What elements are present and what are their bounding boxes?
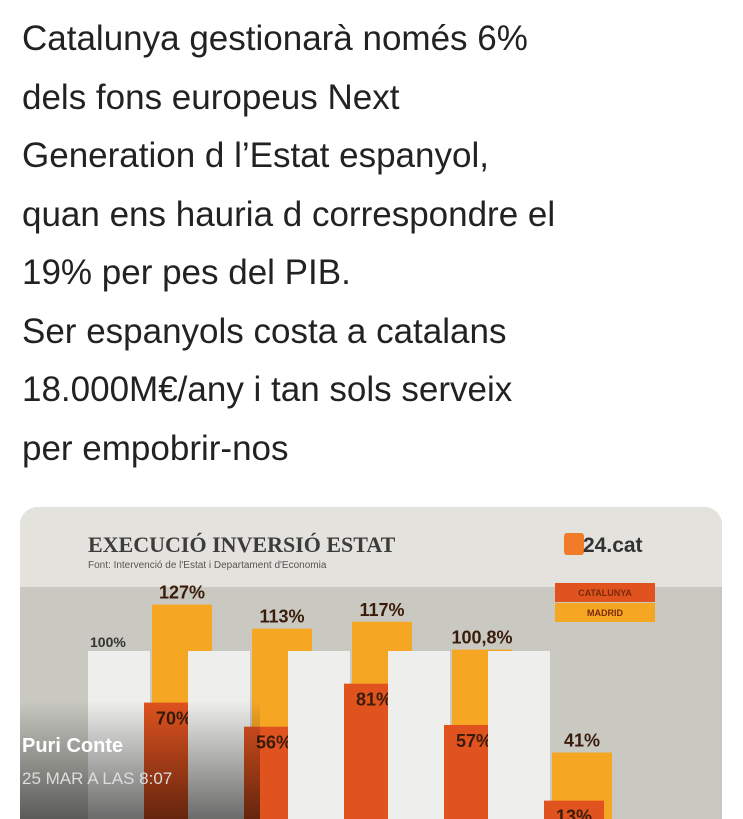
reference-label: 100% [90,634,126,650]
post-line: Ser espanyols costa a catalans [22,311,507,351]
value-label: 100,8% [451,628,512,648]
reference-bar [288,651,350,819]
logo: 24.cat [583,534,643,557]
legend-label: MADRID [587,608,623,618]
post-text: Catalunya gestionarà només 6% dels fons e… [22,10,555,478]
reference-bar [488,651,550,819]
value-label: 41% [564,730,600,750]
value-label: 117% [359,600,404,620]
legend-label: CATALUNYA [578,588,632,598]
value-label: 127% [159,583,205,603]
post-line: quan ens hauria d correspondre el [22,194,556,234]
chart-header [20,507,722,587]
post-line: Catalunya gestionarà només 6% [22,19,528,58]
legend-swatch [555,583,655,602]
reference-bar [388,651,450,819]
bar [544,800,604,819]
post-line: 18.000M€/any i tan sols serveix [22,370,513,409]
value-label: 57% [456,731,492,751]
chart-subtitle: Font: Intervenció de l'Estat i Departame… [88,560,327,571]
date[interactable]: 25 MAR A LAS 8:07 [22,769,172,788]
legend-swatch [555,603,655,622]
post-line: Generation d l’Estat espanyol, [22,136,489,175]
post-line: dels fons europeus Next [22,77,400,117]
value-label: 81% [356,690,392,710]
overlay-shade [20,700,260,819]
author[interactable]: Puri Conte [22,735,123,757]
post-line: per empobrir-nos [22,428,289,468]
value-label: 56% [256,733,292,753]
value-label: 13% [556,807,592,819]
logo-icon [564,533,584,555]
post-line: 19% per pes del PIB. [22,253,351,292]
chart-title: EXECUCIÓ INVERSIÓ ESTAT [88,532,396,557]
value-label: 113% [259,607,304,627]
